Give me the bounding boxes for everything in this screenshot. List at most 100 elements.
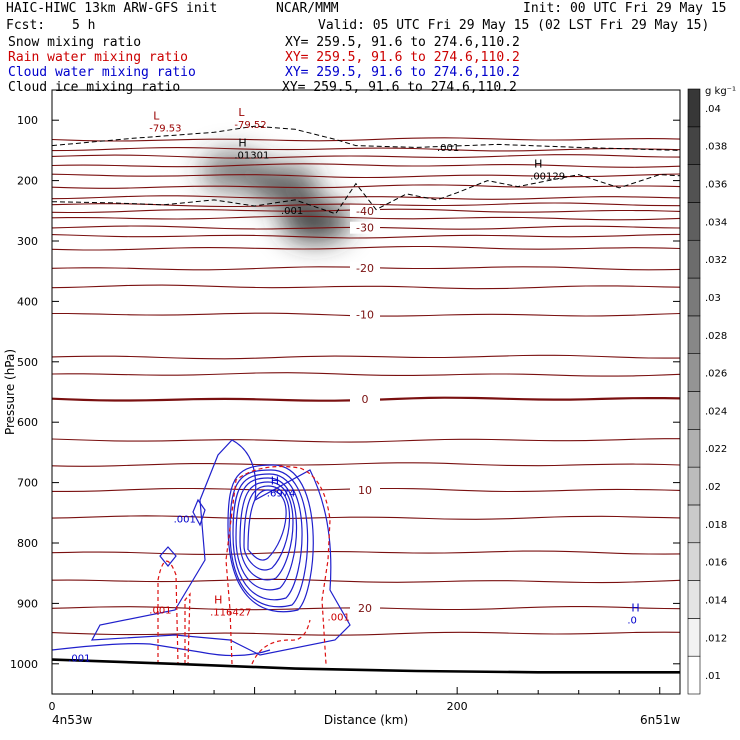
y-tick-label: 400 <box>17 295 38 308</box>
isotherm-line <box>52 578 680 584</box>
upper-contour-line <box>52 125 680 151</box>
x-axis-title: Distance (km) <box>324 713 408 727</box>
isotherm-line <box>52 631 680 636</box>
colorbar-bin <box>687 239 701 279</box>
valid-time: Valid: 05 UTC Fri 29 May 15 (02 LST Fri … <box>318 18 710 33</box>
colorbar-label: .03 <box>705 293 721 304</box>
field-xy-cloud-water: XY= 259.5, 91.6 to 274.6,110.2 <box>285 65 520 80</box>
forecast-hour: 5 h <box>72 18 96 33</box>
rain-contour-line <box>184 592 191 665</box>
plot-frame <box>51 89 681 695</box>
y-tick-label: 200 <box>17 175 38 188</box>
colorbar-bin <box>687 580 701 619</box>
colorbar-bin <box>687 88 701 128</box>
colorbar-bin <box>687 618 701 657</box>
ground-surface-line <box>52 658 680 674</box>
extremum-value: .6974 <box>267 489 296 500</box>
field-name-cloud-water: Cloud water mixing ratio <box>8 65 196 80</box>
isotherm-line <box>52 438 680 443</box>
cloud-water-contour-small <box>159 546 177 567</box>
colorbar-label: .034 <box>705 217 727 228</box>
extremum-marker: H <box>631 602 639 615</box>
y-tick-label: 900 <box>17 597 38 610</box>
extremum-value: -79.52 <box>234 120 266 131</box>
extremum-value: .001 <box>149 605 171 616</box>
isotherm-line <box>52 245 680 251</box>
y-tick-label: 1000 <box>10 658 38 671</box>
extremum-value: .0 <box>627 616 637 627</box>
x-tick-label: 0 <box>49 700 56 713</box>
extremum-value: .116427 <box>210 608 251 619</box>
isotherm-line <box>52 462 680 467</box>
colorbar-label: .026 <box>705 369 727 380</box>
y-tick-label: 500 <box>17 356 38 369</box>
extremum-marker: H <box>534 158 542 171</box>
extremum-value: .00129 <box>530 172 565 183</box>
extremum-marker: L <box>238 106 245 119</box>
isotherm-line <box>52 550 680 555</box>
colorbar-unit: g kg⁻¹ <box>705 86 736 97</box>
cloud-water-contour-small <box>192 498 206 527</box>
cloud-water-contour-ring <box>235 477 298 591</box>
isotherm-label: 10 <box>358 484 372 497</box>
isotherm-line <box>52 215 680 221</box>
isotherm-label-bg <box>350 602 380 615</box>
colorbar-label: .018 <box>705 520 727 531</box>
rain-contour-line <box>251 619 311 665</box>
isotherm-label: -10 <box>356 309 374 322</box>
colorbar-bin <box>687 126 701 165</box>
cloud-water-contour-ring <box>243 485 291 571</box>
colorbar-label: .012 <box>705 633 727 644</box>
colorbar-label: .014 <box>705 595 727 606</box>
extremum-value: .001 <box>437 143 459 154</box>
contour-labels: L-79.53L-79.52H.01301H.00129.001.001H.69… <box>68 106 639 664</box>
y-tick-label: 700 <box>17 477 38 490</box>
colorbar-label: .016 <box>705 558 727 569</box>
isotherm-label-bg <box>350 483 380 496</box>
colorbar-bin <box>687 429 701 468</box>
y-axis-title: Pressure (hPa) <box>3 349 17 435</box>
cloud-water-contour-ring <box>227 464 314 613</box>
colorbar-label: .036 <box>705 180 727 191</box>
colorbar-label: .028 <box>705 331 727 342</box>
isotherm-label: -20 <box>356 262 374 275</box>
isotherm-line <box>52 154 680 159</box>
colorbar-label: .032 <box>705 255 727 266</box>
corner-right-location: 6n51w <box>640 713 681 727</box>
y-tick-label: 600 <box>17 416 38 429</box>
extremum-value: .001 <box>68 654 90 665</box>
cloud-ice-blob-1 <box>250 166 319 207</box>
colorbar-bin <box>687 391 701 430</box>
colorbar-bin <box>687 202 701 241</box>
isotherm-line <box>52 147 680 152</box>
x-tick-label: 200 <box>447 700 468 713</box>
rain-contour-line <box>225 465 331 665</box>
extremum-marker: H <box>214 594 222 607</box>
field-name-cloud-ice: Cloud ice mixing ratio <box>8 80 181 95</box>
isotherm-label-bg <box>350 204 380 217</box>
isotherm-line <box>52 163 680 168</box>
isotherm-line <box>52 284 680 290</box>
cloud-water-contours <box>52 439 351 657</box>
extremum-value: .001 <box>174 515 196 526</box>
x-axis: 0 200 <box>49 687 661 713</box>
colorbar-bin <box>687 164 701 203</box>
model-title: HAIC-HIWC 13km ARW-GFS init <box>6 1 218 16</box>
isotherm-line <box>52 372 680 377</box>
isotherm-line <box>52 173 680 179</box>
isotherm-label: -40 <box>356 205 374 218</box>
colorbar-label: .02 <box>705 482 721 493</box>
cloud-water-contour-outer <box>90 439 351 656</box>
extremum-value: .01301 <box>234 150 269 161</box>
isotherm-label-bg <box>350 221 380 234</box>
isotherm-label: 20 <box>358 602 372 615</box>
isotherm-label-bg <box>350 308 380 321</box>
rain-contour-line <box>157 560 179 665</box>
cloud-water-contour-ring <box>247 489 287 561</box>
snow-contours <box>52 125 680 215</box>
isotherm-line <box>52 354 680 360</box>
extremum-marker: H <box>271 475 279 488</box>
colorbar-bin <box>687 277 701 317</box>
rain-water-contours <box>157 465 331 665</box>
